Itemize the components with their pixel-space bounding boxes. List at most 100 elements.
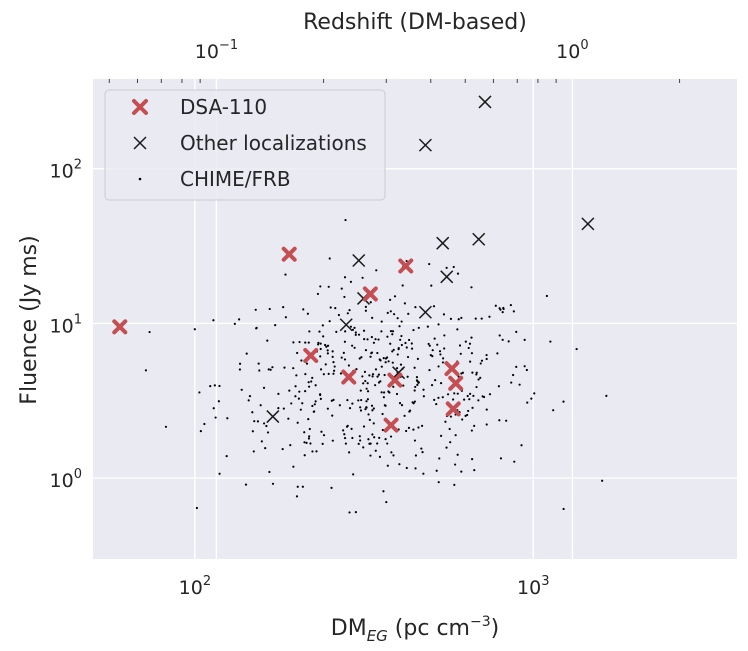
chime-point: [307, 437, 311, 440]
chime-point: [400, 343, 403, 347]
chime-point: [404, 341, 407, 345]
chime-point: [364, 305, 367, 308]
chime-point: [365, 400, 368, 403]
chime-point: [400, 320, 403, 323]
chime-point: [289, 444, 292, 447]
chime-point: [203, 422, 206, 426]
chime-point: [351, 344, 354, 347]
chime-point: [381, 412, 384, 416]
chime-point: [510, 381, 513, 384]
chime-point: [304, 373, 307, 376]
chime-point: [335, 330, 338, 333]
top-minor-ticks: [108, 79, 681, 83]
chime-point: [371, 433, 374, 436]
chime-point: [346, 312, 349, 315]
chime-point: [452, 265, 455, 269]
chime-point: [376, 351, 379, 355]
chime-point: [320, 430, 323, 433]
chime-point: [338, 404, 341, 407]
chime-point: [337, 313, 341, 317]
chime-point: [262, 386, 266, 389]
chime-point: [353, 346, 356, 349]
chime-point: [282, 407, 285, 410]
chime-point: [523, 365, 526, 368]
chime-point: [420, 424, 424, 427]
chime-point: [362, 382, 365, 385]
chime-point: [371, 316, 374, 319]
chime-point: [375, 269, 378, 272]
chime-point: [198, 391, 201, 394]
chime-point: [368, 374, 371, 377]
chime-point: [438, 457, 441, 460]
chime-point: [314, 400, 317, 403]
chime-point: [414, 306, 417, 309]
chime-point: [376, 375, 379, 378]
chime-point: [393, 295, 397, 298]
chime-point: [269, 368, 272, 371]
chime-point: [454, 463, 457, 466]
chime-point: [472, 394, 475, 397]
chime-point: [322, 434, 326, 437]
chime-point: [332, 361, 335, 364]
chime-point: [601, 479, 604, 482]
chime-point: [307, 381, 310, 384]
chime-point: [363, 370, 367, 374]
chime-point: [164, 425, 168, 428]
chime-point: [377, 381, 381, 384]
chime-point: [268, 307, 271, 311]
chime-point: [277, 407, 280, 410]
chime-point: [458, 344, 462, 347]
chime-point: [271, 482, 275, 485]
chime-point: [469, 360, 472, 363]
chime-point: [413, 400, 417, 403]
other-point-2: [352, 253, 366, 268]
chime-point: [407, 312, 410, 315]
chime-point: [435, 469, 438, 472]
chime-point: [422, 395, 425, 398]
y-tick-label-2: 102: [50, 158, 82, 183]
x-axis-title-sup: −3: [470, 614, 491, 630]
chime-point: [400, 334, 403, 338]
legend-label-dsa: DSA-110: [180, 95, 267, 119]
chime-point: [533, 392, 536, 395]
chime-point: [430, 384, 434, 387]
chime-point: [420, 447, 423, 450]
chime-point: [251, 430, 254, 433]
y-tick-label-0-exp: 0: [74, 467, 82, 482]
x-tick-label-1: 103: [517, 574, 549, 599]
chime-point: [213, 384, 216, 387]
chime-point: [438, 350, 442, 353]
chime-point: [396, 353, 399, 356]
chime-point: [332, 398, 335, 402]
chime-point: [254, 308, 257, 311]
chime-point: [461, 418, 464, 421]
chime-point: [443, 347, 446, 350]
chime-point: [494, 304, 497, 307]
chime-point: [405, 346, 408, 349]
chime-point: [456, 272, 460, 275]
chime-point: [407, 426, 411, 429]
chime-point: [488, 393, 492, 396]
chime-point: [449, 441, 452, 444]
chime-point: [355, 368, 358, 371]
chime-point: [398, 402, 402, 405]
chime-point: [401, 284, 404, 287]
chime-point: [385, 356, 389, 359]
chime-point: [396, 317, 399, 320]
chime-point: [442, 313, 446, 316]
chime-point: [422, 472, 425, 475]
chime-point: [319, 355, 322, 358]
chime-point: [363, 338, 366, 341]
chime-point: [264, 447, 267, 450]
chime-point: [382, 490, 385, 493]
chime-point: [443, 334, 446, 337]
dsa-point-0: [112, 319, 128, 335]
chime-point: [257, 362, 260, 365]
chime-point: [370, 335, 373, 339]
chime-point: [390, 451, 393, 454]
chime-point: [391, 350, 394, 353]
chime-point: [268, 470, 271, 474]
chime-point: [415, 376, 419, 379]
chime-point: [326, 349, 329, 352]
y-tick-label-1-exp: 1: [74, 312, 82, 327]
